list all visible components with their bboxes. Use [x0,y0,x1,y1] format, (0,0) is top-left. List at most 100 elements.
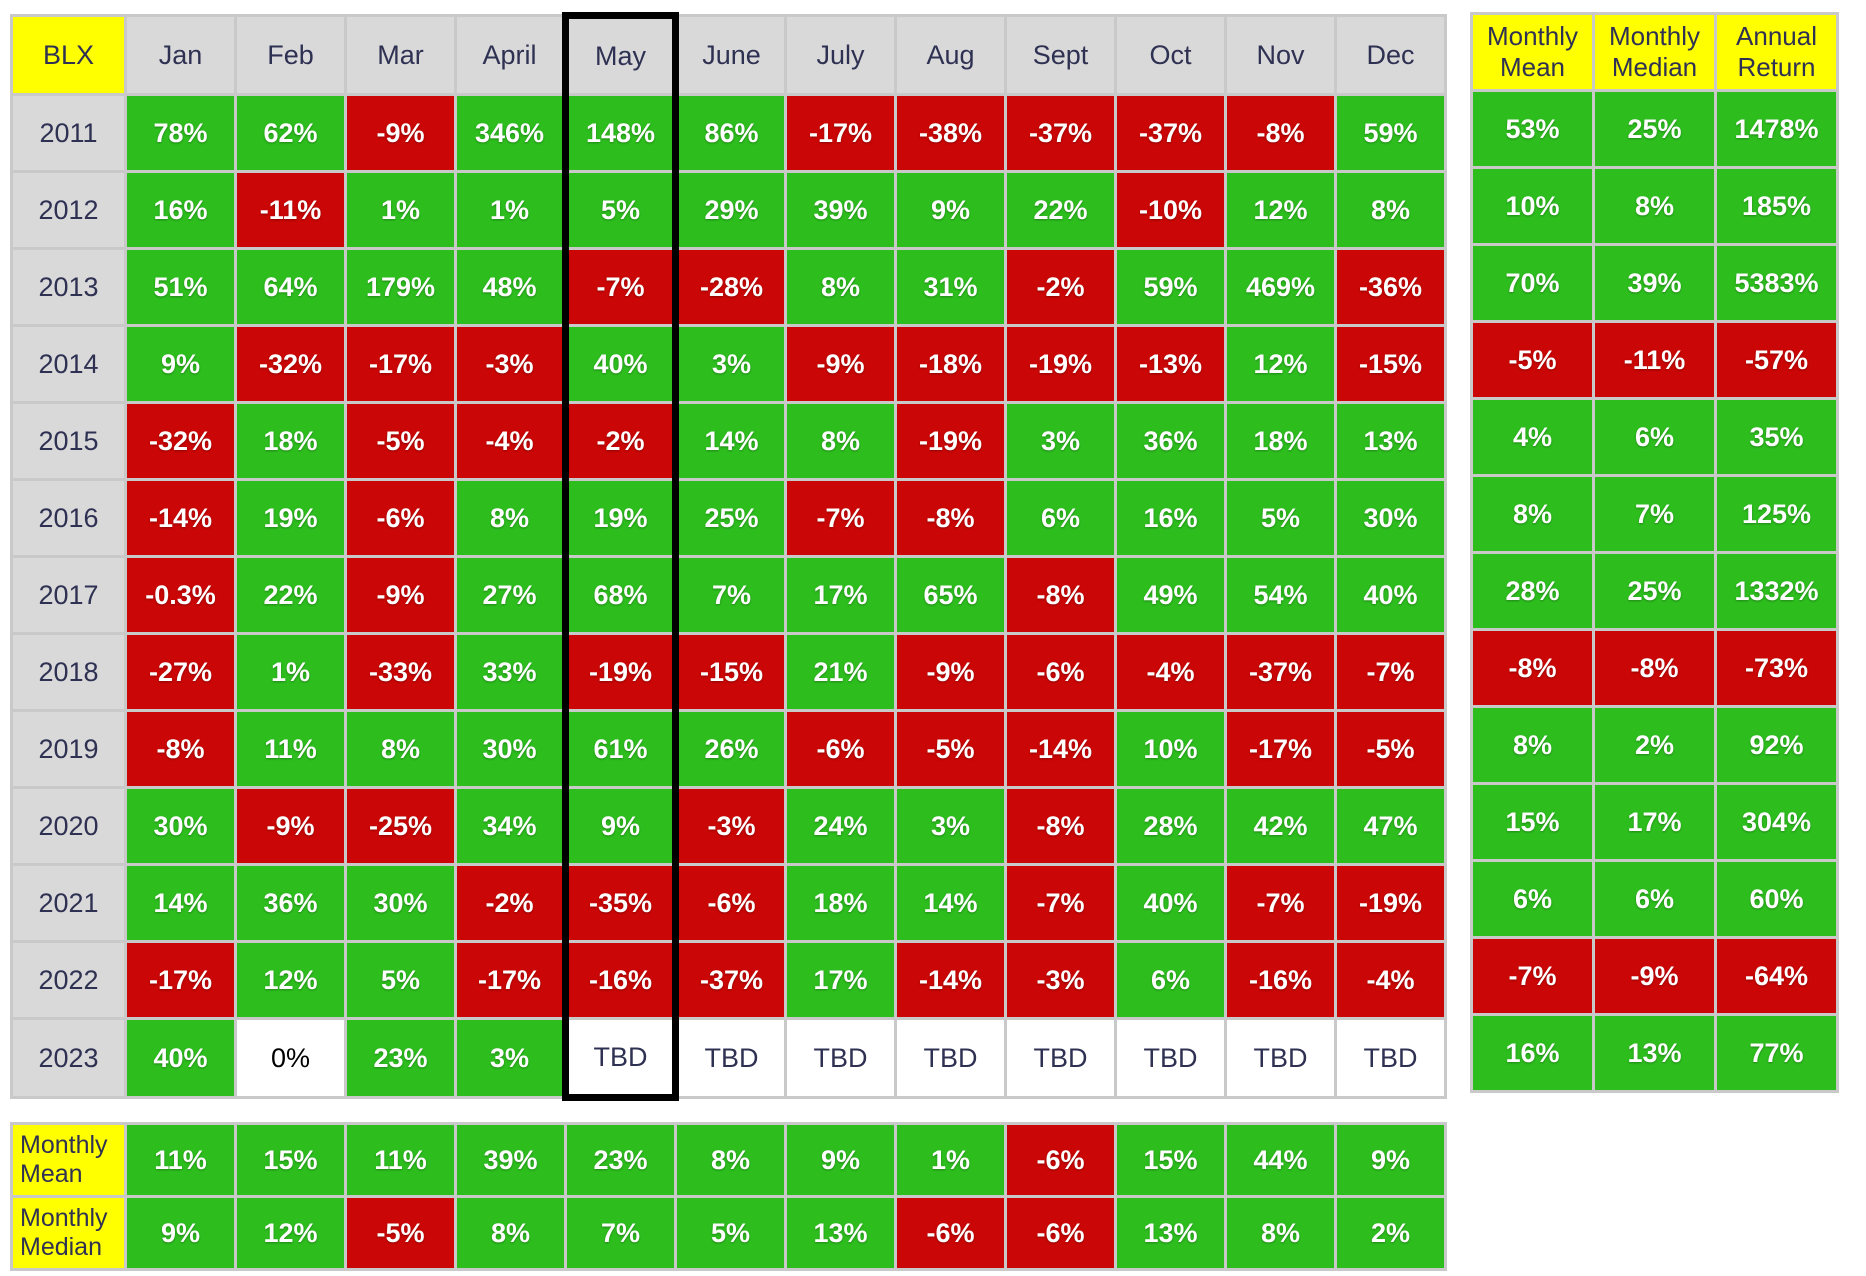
cell-2019-feb: 11% [234,709,347,789]
month-header-feb: Feb [234,14,347,96]
table-row-2020: 2020 30% -9% -25% 34% 9% -3% 24% 3% -8% 28% 42% 47% [10,786,1447,866]
cell-2018-sept: -6% [1004,632,1117,712]
cell-2016-may: 19% [562,478,679,558]
bottom-cell-monthly-mean-sept: -6% [1004,1122,1117,1198]
cell-2019-dec: -5% [1334,709,1447,789]
cell-2015-dec: 13% [1334,401,1447,481]
summary-cell-2017-monthly-median: 25% [1592,551,1717,631]
cell-2020-nov: 42% [1224,786,1337,866]
cell-2017-dec: 40% [1334,555,1447,635]
cell-2019-june: 26% [674,709,787,789]
bottom-cell-monthly-mean-april: 39% [454,1122,567,1198]
bottom-label-monthly-mean: Monthly Mean [10,1122,127,1198]
cell-2022-jan: -17% [124,940,237,1020]
summary-cell-2014-monthly-median: -11% [1592,320,1717,400]
month-header-nov: Nov [1224,14,1337,96]
summary-row-2015: 4% 6% 35% [1470,397,1839,477]
cell-2019-mar: 8% [344,709,457,789]
cell-2017-nov: 54% [1224,555,1337,635]
cell-2013-april: 48% [454,247,567,327]
cell-2023-mar: 23% [344,1017,457,1099]
year-label-2011: 2011 [10,93,127,173]
month-header-july: July [784,14,897,96]
cell-2014-aug: -18% [894,324,1007,404]
summary-cell-2013-annual-return: 5383% [1714,243,1839,323]
cell-2021-june: -6% [674,863,787,943]
month-header-june: June [674,14,787,96]
cell-2012-aug: 9% [894,170,1007,250]
cell-2020-dec: 47% [1334,786,1447,866]
bottom-cell-monthly-mean-july: 9% [784,1122,897,1198]
year-label-2021: 2021 [10,863,127,943]
cell-2021-jan: 14% [124,863,237,943]
cell-2013-july: 8% [784,247,897,327]
cell-2011-feb: 62% [234,93,347,173]
cell-2018-dec: -7% [1334,632,1447,712]
cell-2012-sept: 22% [1004,170,1117,250]
summary-cell-2017-monthly-mean: 28% [1470,551,1595,631]
cell-2013-june: -28% [674,247,787,327]
month-header-oct: Oct [1114,14,1227,96]
cell-2022-mar: 5% [344,940,457,1020]
cell-2013-feb: 64% [234,247,347,327]
bottom-cell-monthly-median-sept: -6% [1004,1195,1117,1271]
cell-2018-oct: -4% [1114,632,1227,712]
year-label-2019: 2019 [10,709,127,789]
bottom-cell-monthly-mean-oct: 15% [1114,1122,1227,1198]
year-label-2022: 2022 [10,940,127,1020]
cell-2012-mar: 1% [344,170,457,250]
summary-cell-2023-monthly-median: 13% [1592,1013,1717,1093]
cell-2016-june: 25% [674,478,787,558]
summary-cell-2017-annual-return: 1332% [1714,551,1839,631]
cell-2016-jan: -14% [124,478,237,558]
cell-2023-oct: TBD [1114,1017,1227,1099]
table-row-2013: 2013 51% 64% 179% 48% -7% -28% 8% 31% -2% 59% 469% -… [10,247,1447,327]
year-label-2013: 2013 [10,247,127,327]
cell-2023-june: TBD [674,1017,787,1099]
cell-2014-april: -3% [454,324,567,404]
cell-2012-feb: -11% [234,170,347,250]
cell-2017-oct: 49% [1114,555,1227,635]
cell-2012-may: 5% [562,170,679,250]
cell-2018-mar: -33% [344,632,457,712]
cell-2019-nov: -17% [1224,709,1337,789]
cell-2021-oct: 40% [1114,863,1227,943]
cell-2023-feb: 0% [234,1017,347,1099]
cell-2022-oct: 6% [1114,940,1227,1020]
cell-2020-jan: 30% [124,786,237,866]
summary-cell-2021-monthly-mean: 6% [1470,859,1595,939]
cell-2014-mar: -17% [344,324,457,404]
summary-cell-2016-monthly-mean: 8% [1470,474,1595,554]
cell-2017-jan: -0.3% [124,555,237,635]
summary-cell-2019-monthly-mean: 8% [1470,705,1595,785]
summary-cell-2011-annual-return: 1478% [1714,89,1839,169]
cell-2022-nov: -16% [1224,940,1337,1020]
cell-2016-feb: 19% [234,478,347,558]
cell-2017-sept: -8% [1004,555,1117,635]
cell-2012-jan: 16% [124,170,237,250]
yearly-summary-body: 53% 25% 1478% 10% 8% 185% 70% 39% 5383% -5% -11% -5… [1470,89,1839,1093]
cell-2016-april: 8% [454,478,567,558]
cell-2016-nov: 5% [1224,478,1337,558]
cell-2016-july: -7% [784,478,897,558]
header-row: BLX Jan Feb Mar April May June July Aug Sept Oct N… [10,12,1447,96]
cell-2019-aug: -5% [894,709,1007,789]
cell-2022-april: -17% [454,940,567,1020]
summary-row-2014: -5% -11% -57% [1470,320,1839,400]
table-row-2022: 2022 -17% 12% 5% -17% -16% -37% 17% -14% -3% 6% -16… [10,940,1447,1020]
year-label-2014: 2014 [10,324,127,404]
cell-2018-july: 21% [784,632,897,712]
cell-2023-sept: TBD [1004,1017,1117,1099]
summary-cell-2018-monthly-median: -8% [1592,628,1717,708]
bottom-row-monthly-mean: Monthly Mean 11% 15% 11% 39% 23% 8% 9% 1% -6% 15% 44… [10,1122,1447,1198]
cell-2014-june: 3% [674,324,787,404]
bottom-cell-monthly-median-may: 7% [564,1195,677,1271]
cell-2019-sept: -14% [1004,709,1117,789]
cell-2011-aug: -38% [894,93,1007,173]
cell-2014-may: 40% [562,324,679,404]
summary-row-2011: 53% 25% 1478% [1470,89,1839,169]
bottom-cell-monthly-median-april: 8% [454,1195,567,1271]
cell-2020-may: 9% [562,786,679,866]
summary-row-2020: 15% 17% 304% [1470,782,1839,862]
cell-2011-june: 86% [674,93,787,173]
